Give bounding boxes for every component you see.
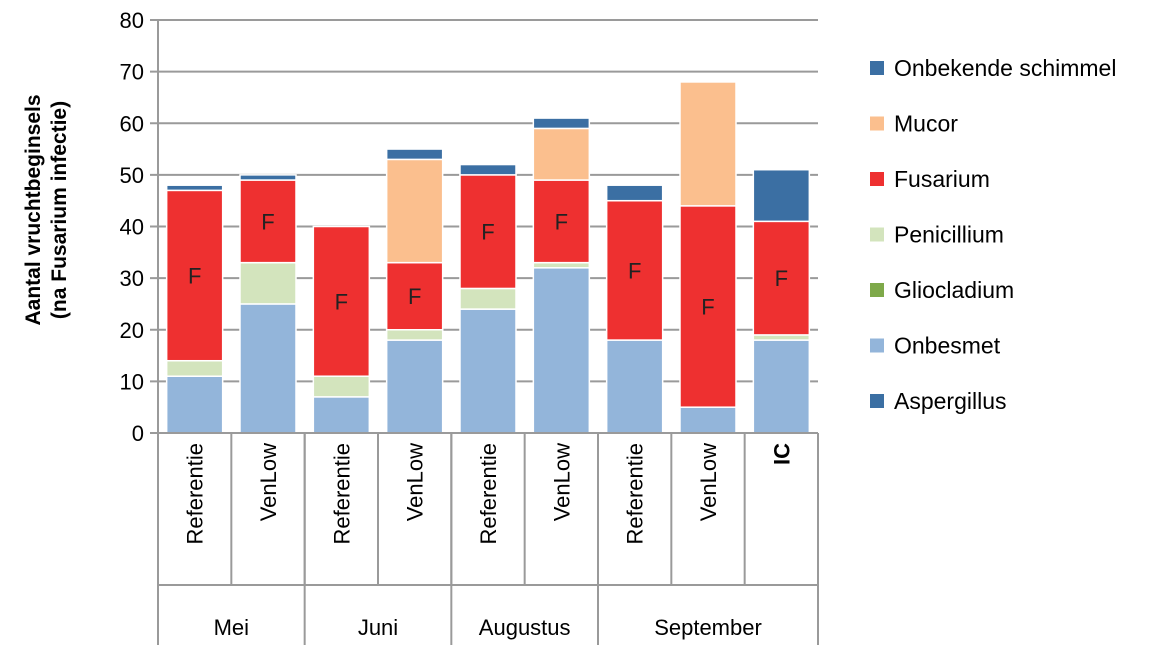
legend-swatch [870,283,884,297]
legend-label: Onbesmet [894,333,1001,359]
y-tick-label: 70 [120,60,144,85]
y-tick-label: 20 [120,318,144,343]
category-labels: Referentie VenLow Referentie VenLow Referent… [183,443,795,545]
category-label: VenLow [549,443,574,521]
bar-segment [165,189,224,362]
legend-swatch [870,227,884,242]
bar-data-label: F [261,209,274,234]
bar-segment [679,205,737,408]
y-tick-label: 50 [120,163,144,188]
bar-segment [532,267,591,434]
group-labels: Mei Juni Augustus September [214,615,762,640]
bar-segment [385,329,444,341]
bar-segment [239,174,297,181]
group-label: Augustus [479,615,571,640]
bar-data-label: F [481,220,494,245]
legend-label: Mucor [894,111,958,137]
bar-data-label: F [408,284,421,309]
bar-segment [312,225,371,377]
bar-data-label: F [335,289,348,314]
legend-swatch [870,338,884,353]
bar-segment [752,168,811,223]
bar-segment [752,339,811,434]
bar-segment [532,261,591,269]
bar-segment [312,396,371,434]
bar-segment [752,220,811,336]
legend-swatch [870,172,884,186]
y-tick-labels: 0 10 20 30 40 50 60 70 80 [120,8,144,446]
category-label: VenLow [403,443,428,521]
bar-segment [532,127,591,181]
bar-segment [239,261,297,305]
bar-segment [605,339,664,434]
bar-segment [239,303,297,434]
legend-label: Onbekende schimmel [894,55,1116,81]
bar-data-label: F [701,295,714,320]
bar-segment [679,81,737,207]
bar-segment [752,334,811,341]
bar-segment [165,359,224,377]
y-tick-label: 30 [120,266,144,291]
y-tick-label: 60 [120,111,144,136]
y-axis-label-line: (na Fusarium infectie) [48,101,71,319]
y-tick-label: 80 [120,8,144,33]
bar-data-label: F [775,266,788,291]
bar-data-label: F [628,258,641,283]
legend: Onbekende schimmel Mucor Fusarium Penicilli… [870,55,1116,414]
bar-segment [385,158,444,264]
y-axis-label-line: Aantal vruchtbeginsels [22,94,45,325]
bar-segment [679,406,737,434]
legend-label: Penicillium [894,222,1004,248]
legend-swatch [870,116,884,131]
bar-segment [312,375,371,398]
bar-segment [532,117,591,130]
group-label: Juni [358,615,398,640]
legend-swatch [870,394,884,408]
category-label: Referentie [329,443,354,545]
legend-swatch [870,61,884,75]
category-label: Referentie [476,443,501,545]
bar-segment [459,287,517,310]
bar-data-label: F [555,209,568,234]
bar-segment [605,184,664,202]
group-label: Mei [214,615,249,640]
y-tick-label: 10 [120,369,144,394]
bar-segment [165,184,224,192]
bar-segment [459,174,517,290]
y-axis-label: Aantal vruchtbeginsels (na Fusarium infec… [22,94,71,325]
legend-label: Fusarium [894,166,990,192]
bar-segment [239,179,297,264]
bar-segment [385,148,444,161]
category-label: Referentie [623,443,648,545]
group-label: September [654,615,762,640]
bar-segment [459,308,517,434]
axes [150,19,819,645]
bar-data-label: F [188,264,201,289]
bar-segment [459,163,517,176]
category-label: IC [769,443,794,465]
legend-label: Aspergillus [894,388,1007,414]
bar-segment [385,339,444,434]
category-label: VenLow [696,443,721,521]
legend-label: Gliocladium [894,277,1014,303]
bars: F F F F F F F F F [165,81,811,434]
bar-segment [165,375,224,434]
category-label: Referentie [183,443,208,545]
y-tick-label: 0 [132,421,144,446]
category-label: VenLow [256,443,281,521]
y-tick-label: 40 [120,215,144,240]
